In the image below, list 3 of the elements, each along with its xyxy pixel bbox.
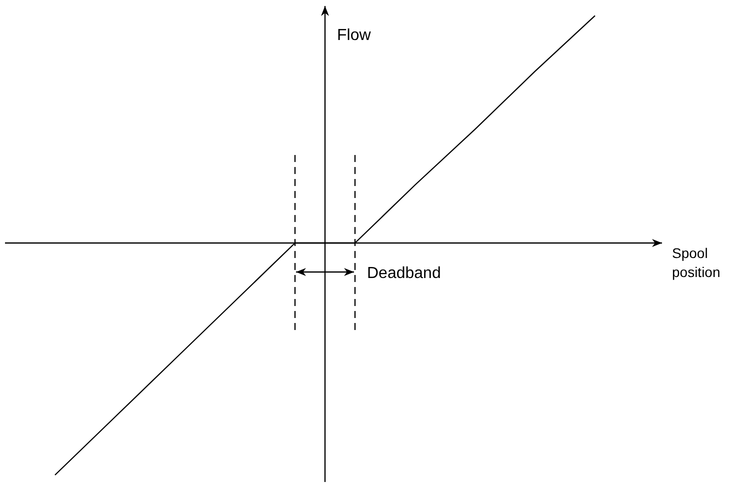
annotation: Deadband — [367, 265, 441, 282]
x-axis-title: Spool position — [672, 245, 720, 280]
y-axis-title: Flow — [337, 27, 372, 44]
